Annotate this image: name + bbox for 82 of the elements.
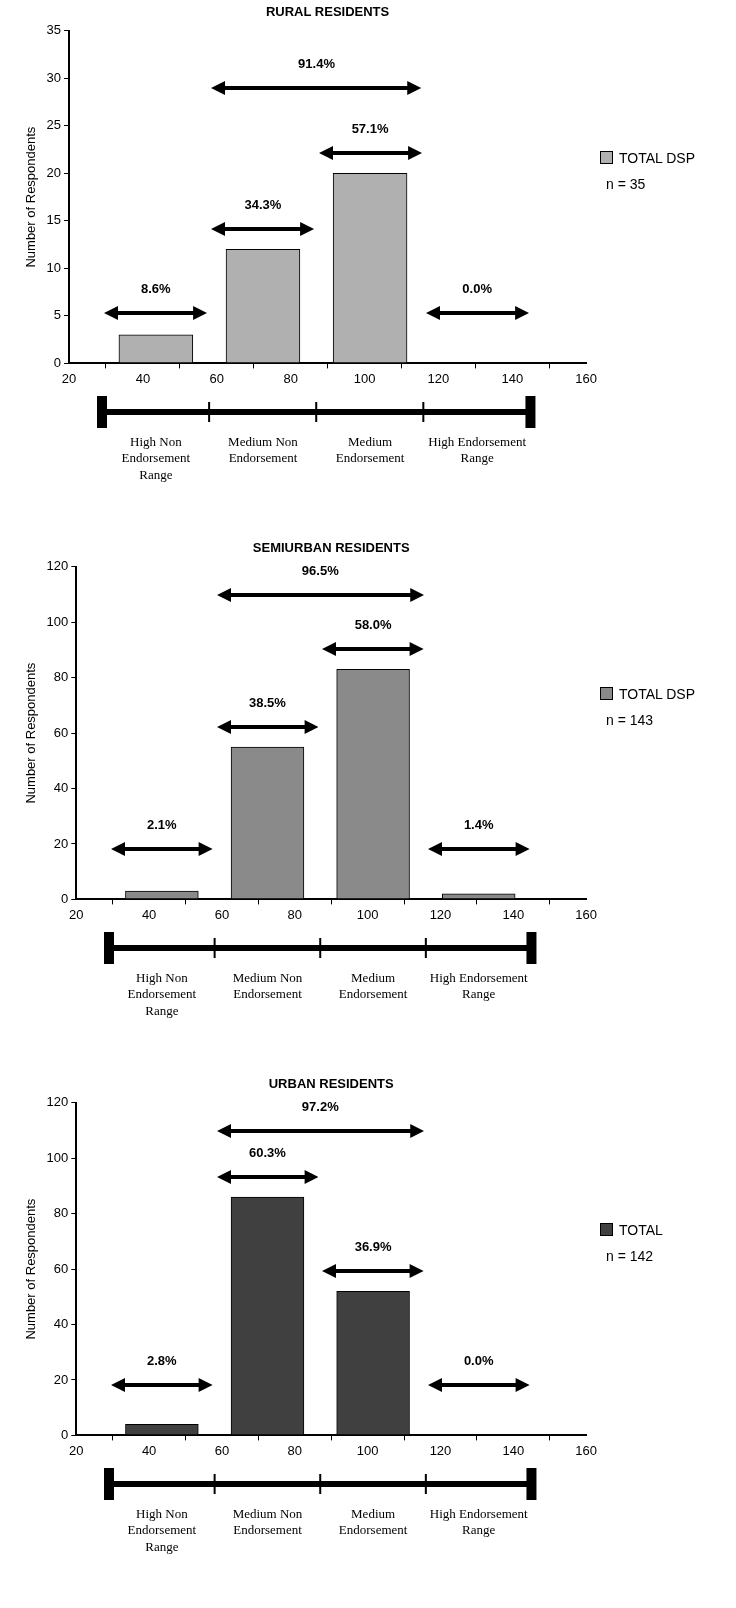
annotation: 8.6% xyxy=(140,281,172,297)
text: High Non Endorsement Range xyxy=(126,970,198,1019)
y-axis-title: Number of Respondents xyxy=(23,126,39,268)
text: n = 142 xyxy=(606,1248,655,1264)
chart-title: URBAN RESIDENTS xyxy=(267,1076,395,1091)
text: High Non Endorsement Range xyxy=(126,1506,198,1555)
y-tick-label: 20 xyxy=(53,1371,69,1387)
x-tick-label: 120 xyxy=(429,906,452,922)
annotation: 2.1% xyxy=(146,817,178,833)
x-tick-label: 160 xyxy=(575,906,598,922)
annotation: 60.3% xyxy=(248,1145,287,1161)
y-tick-label: 25 xyxy=(46,117,62,133)
x-tick-label: 140 xyxy=(502,1442,525,1458)
annotation: 0.0% xyxy=(462,1353,495,1369)
text: Medium Endorsement xyxy=(337,970,409,1003)
x-tick-label: 160 xyxy=(575,1442,598,1458)
chart-title: SEMIURBAN RESIDENTS xyxy=(251,540,411,555)
y-tick-label: 40 xyxy=(53,1316,69,1332)
y-tick-label: 100 xyxy=(46,613,69,629)
text: High Endorsement Range xyxy=(428,1506,529,1539)
y-tick-label: 20 xyxy=(46,164,62,180)
y-tick-label: 20 xyxy=(53,835,69,851)
y-tick-label: 120 xyxy=(46,558,69,574)
x-tick-label: 100 xyxy=(356,1442,379,1458)
x-tick-label: 160 xyxy=(575,370,598,386)
text: n = 143 xyxy=(606,712,655,728)
x-tick-label: 140 xyxy=(502,906,525,922)
annotation: 38.5% xyxy=(248,694,287,710)
x-tick-label: 120 xyxy=(427,370,450,386)
text: Medium Non Endorsement xyxy=(231,970,304,1003)
text: High Endorsement Range xyxy=(427,434,528,467)
x-tick-label: 80 xyxy=(287,1442,303,1458)
x-tick-label: 80 xyxy=(287,906,303,922)
y-tick-label: 0 xyxy=(61,1426,69,1442)
y-tick-label: 80 xyxy=(53,669,69,685)
x-tick-label: 60 xyxy=(214,906,230,922)
legend-label: TOTAL DSP xyxy=(619,150,695,166)
annotation: 96.5% xyxy=(300,562,340,578)
x-tick-label: 80 xyxy=(283,370,298,386)
legend-label: TOTAL xyxy=(619,1222,663,1238)
x-tick-label: 60 xyxy=(214,1442,230,1458)
y-tick-label: 120 xyxy=(46,1094,69,1110)
y-tick-label: 15 xyxy=(46,212,62,228)
text: High Non Endorsement Range xyxy=(120,434,192,483)
y-tick-label: 0 xyxy=(61,890,69,906)
annotation: 57.1% xyxy=(350,121,390,137)
y-tick-label: 10 xyxy=(46,259,62,275)
y-tick-label: 60 xyxy=(53,1260,69,1276)
y-tick-label: 60 xyxy=(53,724,69,740)
y-axis-title: Number of Respondents xyxy=(23,1198,39,1340)
text: High Endorsement Range xyxy=(428,970,529,1003)
annotation: 97.2% xyxy=(300,1098,340,1114)
y-axis-title: Number of Respondents xyxy=(23,662,39,804)
text: Medium Non Endorsement xyxy=(231,1506,304,1539)
y-tick-label: 80 xyxy=(53,1205,69,1221)
annotation: 34.3% xyxy=(243,197,283,213)
annotation: 0.0% xyxy=(461,281,493,297)
annotation: 1.4% xyxy=(462,817,495,833)
y-tick-label: 30 xyxy=(46,69,62,85)
text: Medium Endorsement xyxy=(337,1506,409,1539)
annotation: 2.8% xyxy=(146,1353,178,1369)
text: Medium Endorsement xyxy=(334,434,406,467)
annotation: 91.4% xyxy=(297,56,336,72)
y-tick-label: 35 xyxy=(46,22,62,38)
text: n = 35 xyxy=(606,176,647,192)
y-tick-label: 0 xyxy=(53,354,62,370)
y-tick-label: 40 xyxy=(53,780,69,796)
x-tick-label: 120 xyxy=(429,1442,452,1458)
x-tick-label: 40 xyxy=(135,370,151,386)
x-tick-label: 40 xyxy=(141,1442,157,1458)
x-tick-label: 100 xyxy=(356,906,379,922)
x-tick-label: 60 xyxy=(209,370,225,386)
x-tick-label: 140 xyxy=(501,370,524,386)
y-tick-label: 100 xyxy=(46,1149,69,1165)
annotation: 58.0% xyxy=(353,617,393,633)
legend-label: TOTAL DSP xyxy=(619,686,695,702)
y-tick-label: 5 xyxy=(53,307,62,323)
text: Medium Non Endorsement xyxy=(227,434,299,467)
x-tick-label: 40 xyxy=(141,906,157,922)
chart-title: RURAL RESIDENTS xyxy=(264,4,391,19)
annotation: 36.9% xyxy=(353,1239,393,1255)
x-tick-label: 100 xyxy=(353,370,376,386)
